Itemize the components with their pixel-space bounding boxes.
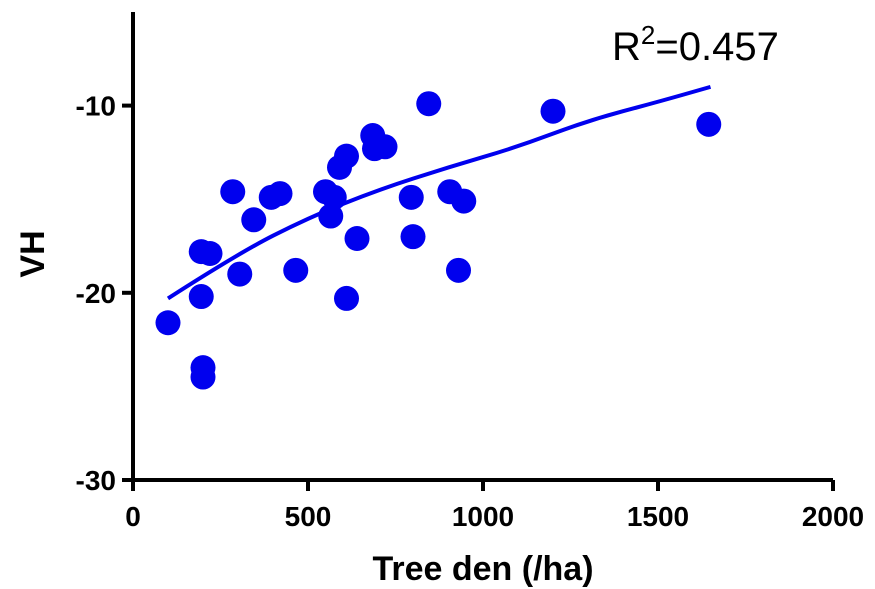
data-point: [321, 184, 347, 210]
data-point: [400, 224, 426, 250]
data-point: [190, 364, 216, 390]
data-point: [540, 98, 566, 124]
x-tick-label: 1000: [452, 501, 514, 532]
fit-curve: [166, 84, 712, 301]
data-point: [220, 179, 246, 205]
x-tick-label: 500: [285, 501, 332, 532]
y-axis-label: VH: [14, 230, 52, 277]
data-point: [227, 261, 253, 287]
data-point: [372, 134, 398, 160]
data-point: [696, 111, 722, 137]
data-point: [416, 91, 442, 117]
data-point: [318, 203, 344, 229]
data-point: [446, 257, 471, 283]
data-point: [283, 257, 309, 283]
x-tick-label: 2000: [802, 501, 864, 532]
y-tick-label: -20: [76, 278, 116, 309]
y-tick-label: -30: [76, 465, 116, 496]
data-point: [451, 188, 477, 214]
x-axis-ticks: 0 500 1000 1500 2000: [125, 480, 864, 532]
y-tick-label: -10: [76, 91, 116, 122]
annotation-value: =0.457: [655, 25, 778, 69]
data-point: [398, 184, 424, 210]
x-tick-label: 0: [125, 501, 141, 532]
data-points: [155, 91, 722, 390]
annotation-superscript: 2: [641, 20, 655, 50]
data-point: [334, 143, 359, 169]
x-axis-label: Tree den (/ha): [372, 550, 593, 588]
data-point: [267, 181, 293, 207]
data-point: [197, 240, 223, 266]
data-point: [241, 207, 267, 233]
x-tick-label: 1500: [627, 501, 689, 532]
data-point: [188, 284, 214, 310]
data-point: [155, 310, 181, 336]
data-point: [344, 226, 370, 252]
y-axis-ticks: -10 -20 -30: [76, 91, 133, 496]
annotation-base: R: [612, 25, 641, 69]
r-squared-annotation: R2=0.457: [612, 20, 779, 69]
data-point: [334, 285, 359, 311]
